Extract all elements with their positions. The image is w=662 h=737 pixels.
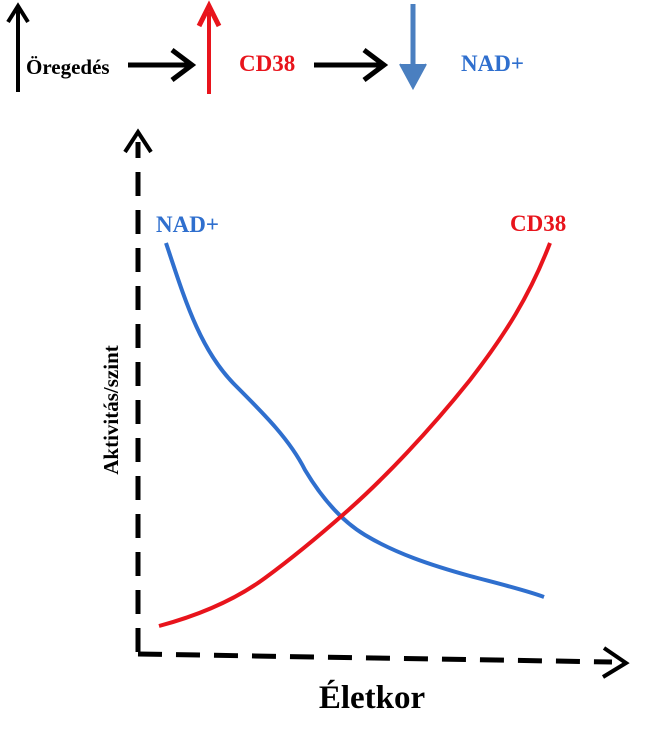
nad-series-label: NAD+ bbox=[156, 212, 219, 237]
nad-header-label: NAD+ bbox=[461, 51, 524, 76]
x-axis-label: Életkor bbox=[319, 679, 425, 716]
cd38-header-label: CD38 bbox=[239, 51, 295, 76]
cd38-series-label: CD38 bbox=[510, 211, 566, 236]
aging-label: Öregedés bbox=[26, 55, 110, 79]
cd38-curve bbox=[158, 242, 552, 628]
nad-down-arrow bbox=[399, 4, 427, 91]
y-axis-label: Aktivitás/szint bbox=[99, 345, 123, 475]
cd38-up-arrow bbox=[196, 0, 222, 94]
aging-to-cd38-arrow bbox=[128, 48, 197, 82]
y-axis bbox=[123, 128, 153, 652]
nad-curve bbox=[164, 242, 545, 599]
x-axis bbox=[137, 646, 630, 679]
aging-up-arrow bbox=[6, 2, 30, 92]
cd38-to-nad-arrow bbox=[314, 48, 389, 82]
